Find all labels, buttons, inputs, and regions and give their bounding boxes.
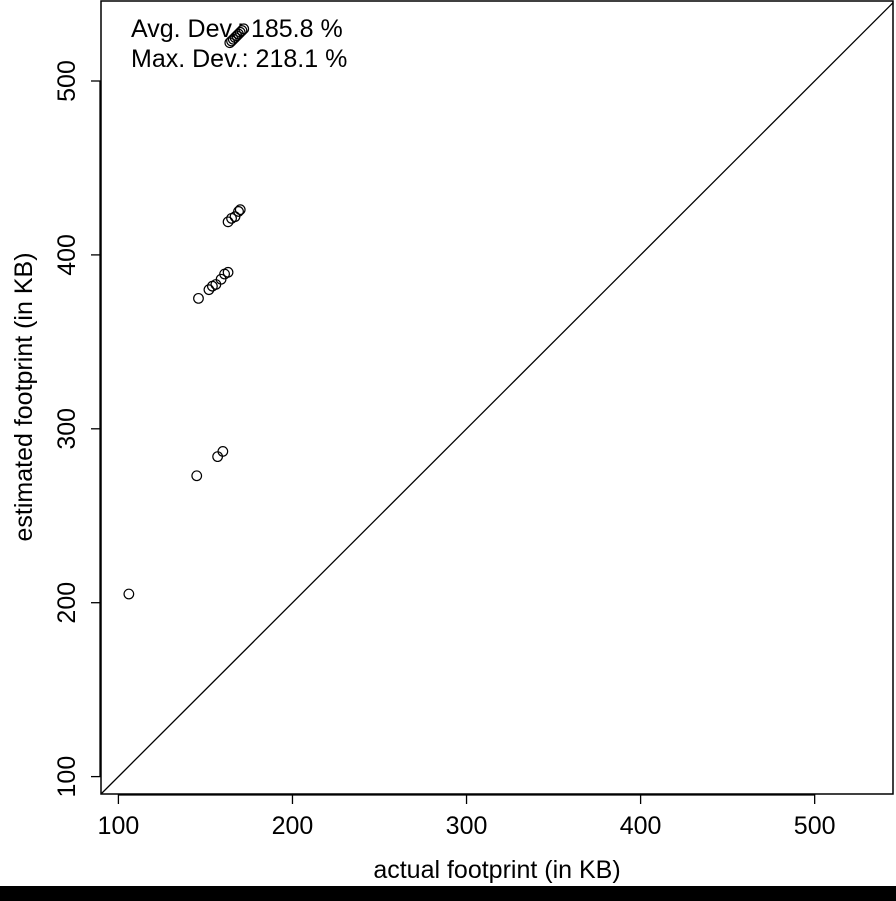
- y-tick-label: 300: [53, 408, 81, 450]
- data-point: [193, 292, 204, 304]
- points-group: [123, 23, 250, 600]
- data-point: [233, 206, 244, 217]
- data-point: [191, 470, 203, 482]
- annotation-max-dev: Max. Dev.: 218.1 %: [131, 45, 347, 73]
- data-point: [236, 25, 248, 36]
- data-point: [123, 588, 135, 600]
- x-tick-label: 300: [446, 812, 488, 840]
- x-tick-label: 500: [794, 812, 836, 840]
- x-tick-label: 400: [620, 812, 662, 840]
- y-axis: 100 200 300 400 500: [53, 60, 101, 797]
- y-tick-label: 400: [53, 234, 81, 276]
- plot-frame: [100, 0, 894, 795]
- data-point: [222, 216, 234, 228]
- bottom-edge-bar: [0, 886, 896, 901]
- data-point: [238, 23, 250, 35]
- annotation-avg-dev: Avg. Dev.: 185.8 %: [131, 15, 343, 43]
- y-tick-label: 100: [53, 756, 81, 798]
- identity-reference-line: [100, 2, 894, 795]
- y-tick-label: 200: [53, 582, 81, 624]
- reference-line-group: [100, 2, 894, 795]
- x-axis: 100 200 300 400 500: [98, 794, 836, 840]
- data-point: [203, 284, 215, 296]
- data-point: [234, 204, 246, 216]
- data-point: [222, 266, 234, 278]
- data-point: [234, 26, 246, 38]
- x-tick-label: 200: [272, 812, 314, 840]
- y-axis-title: estimated footprint (in KB): [10, 252, 38, 541]
- data-point: [212, 451, 224, 463]
- x-tick-label: 100: [98, 812, 140, 840]
- x-axis-title: actual footprint (in KB): [373, 856, 620, 884]
- data-point: [210, 279, 222, 290]
- y-tick-label: 500: [53, 60, 81, 102]
- data-point: [217, 446, 229, 457]
